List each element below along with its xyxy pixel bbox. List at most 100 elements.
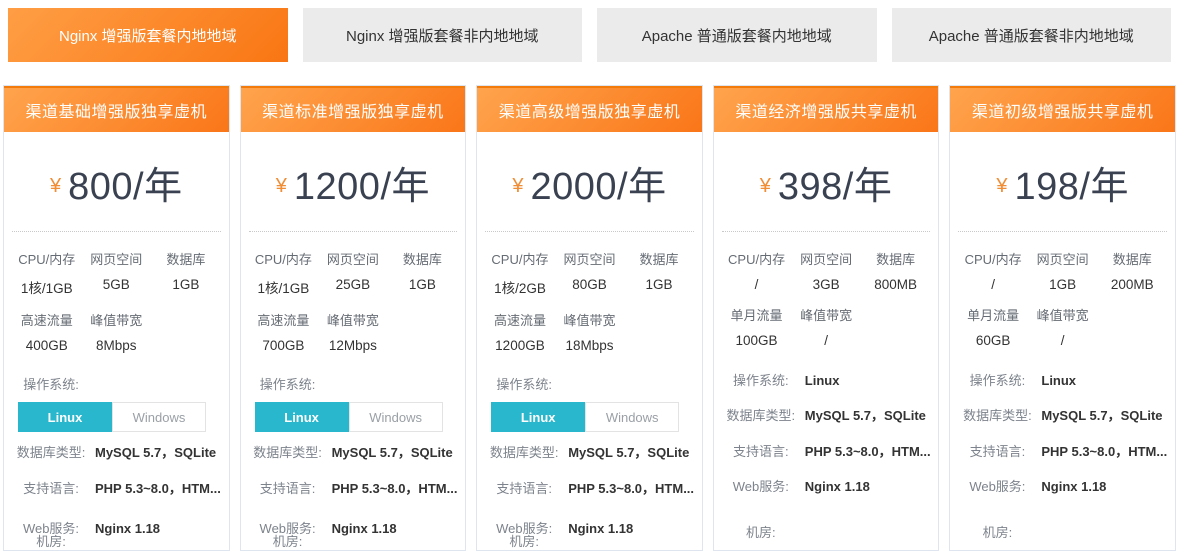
os-label: 操作系统: <box>969 373 1026 388</box>
spec-value: 1核/1GB <box>257 281 310 296</box>
detail-row-web-server: Web服务: Nginx 1.18 <box>958 478 1167 495</box>
detail-row-languages: 支持语言: PHP 5.3~8.0，HTM... <box>958 443 1167 460</box>
os-value: Linux <box>1041 373 1077 388</box>
currency-symbol: ¥ <box>512 175 524 197</box>
spec-label: 峰值带宽 <box>326 313 379 328</box>
currency-symbol: ¥ <box>275 175 287 197</box>
detail-label: 数据库类型: <box>726 408 796 423</box>
tab-apache-standard-mainland[interactable]: Apache 普通版套餐内地地域 <box>597 8 877 62</box>
spec-value: / <box>824 333 828 348</box>
detail-label: 机房: <box>272 534 303 549</box>
spec-grid: CPU/内存 / 网页空间 3GB 数据库 800MB 单月流量 100GB 峰值带宽 / <box>722 232 931 348</box>
detail-label: 数据库类型: <box>253 445 322 460</box>
detail-label: 机房: <box>982 525 1013 540</box>
os-option-windows[interactable]: Windows <box>348 402 443 432</box>
detail-row-datacenter: 机房: <box>722 524 931 541</box>
spec-label: 网页空间 <box>326 252 379 267</box>
spec-value: 12Mbps <box>328 338 377 353</box>
detail-row-datacenter: 机房: <box>958 524 1167 541</box>
detail-row-web-server: Web服务: Nginx 1.18 <box>485 520 694 537</box>
detail-label: 支持语言: <box>969 444 1026 459</box>
detail-value: Nginx 1.18 <box>568 521 634 536</box>
spec-label: CPU/内存 <box>18 252 76 267</box>
plan-title: 渠道经济增强版共享虚机 <box>713 86 939 132</box>
os-value: Linux <box>804 373 840 388</box>
spec-value: 25GB <box>335 277 371 292</box>
os-toggle: Linux Windows <box>491 402 680 432</box>
detail-value: MySQL 5.7，SQLite <box>804 408 926 423</box>
spec-value: 1GB <box>172 277 200 292</box>
os-option-windows[interactable]: Windows <box>112 402 206 432</box>
detail-label: Web服务: <box>969 479 1026 494</box>
detail-value: PHP 5.3~8.0，HTM... <box>804 444 931 459</box>
os-option-linux[interactable]: Linux <box>491 402 586 432</box>
detail-value: MySQL 5.7，SQLite <box>1041 408 1163 423</box>
detail-label: 机房: <box>745 525 776 540</box>
detail-row-languages: 支持语言: PHP 5.3~8.0，HTM... <box>485 480 694 497</box>
detail-row-database-type: 数据库类型: MySQL 5.7，SQLite <box>485 444 694 461</box>
detail-label: 机房: <box>36 534 66 549</box>
detail-label: Web服务: <box>496 521 553 536</box>
plan-price: ¥1200/年 <box>248 132 458 232</box>
os-option-linux[interactable]: Linux <box>254 402 349 432</box>
spec-value: 3GB <box>812 277 840 292</box>
detail-value: MySQL 5.7，SQLite <box>95 445 217 460</box>
detail-value: PHP 5.3~8.0，HTM... <box>568 481 694 496</box>
detail-label: Web服务: <box>259 521 316 536</box>
os-option-windows[interactable]: Windows <box>585 402 680 432</box>
os-toggle: Linux Windows <box>254 402 443 432</box>
spec-value: 1GB <box>1049 277 1077 292</box>
detail-row-os: 操作系统: Linux <box>722 372 931 389</box>
detail-value: MySQL 5.7，SQLite <box>331 445 453 460</box>
spec-label: 峰值带宽 <box>1036 308 1089 323</box>
price-value: 398/年 <box>777 166 893 208</box>
spec-label: 高速流量 <box>20 313 73 328</box>
spec-grid: CPU/内存 1核/1GB 网页空间 5GB 数据库 1GB 高速流量 400GB 峰值… <box>12 232 221 353</box>
tab-nginx-enhanced-non-mainland[interactable]: Nginx 增强版套餐非内地地域 <box>302 8 582 62</box>
spec-label: 网页空间 <box>90 252 143 267</box>
spec-label: CPU/内存 <box>491 252 549 267</box>
detail-row-database-type: 数据库类型: MySQL 5.7，SQLite <box>12 444 221 461</box>
plan-card-entry: 渠道初级增强版共享虚机 ¥198/年 CPU/内存 / 网页空间 1GB 数据库 20… <box>949 85 1176 551</box>
spec-label: 峰值带宽 <box>90 313 143 328</box>
detail-value: Nginx 1.18 <box>1041 479 1107 494</box>
tab-apache-standard-non-mainland[interactable]: Apache 普通版套餐非内地地域 <box>891 8 1171 62</box>
spec-label: 数据库 <box>402 252 442 267</box>
spec-value: 1GB <box>645 277 673 292</box>
spec-value: 5GB <box>102 277 130 292</box>
detail-value: Nginx 1.18 <box>331 521 397 536</box>
detail-label: Web服务: <box>732 479 789 494</box>
spec-label: 单月流量 <box>730 308 783 323</box>
plan-price: ¥198/年 <box>958 132 1167 232</box>
plan-title: 渠道基础增强版独享虚机 <box>4 86 229 132</box>
spec-value: / <box>991 277 996 292</box>
plan-title: 渠道初级增强版共享虚机 <box>950 86 1175 132</box>
os-option-linux[interactable]: Linux <box>18 402 112 432</box>
spec-value: 60GB <box>975 333 1011 348</box>
spec-label: 峰值带宽 <box>563 313 616 328</box>
detail-value: PHP 5.3~8.0，HTM... <box>95 481 221 496</box>
os-label: 操作系统: <box>496 377 552 392</box>
plan-card-advanced: 渠道高级增强版独享虚机 ¥2000/年 CPU/内存 1核/2GB 网页空间 80G… <box>476 85 703 551</box>
plan-title: 渠道高级增强版独享虚机 <box>477 86 702 132</box>
spec-value: 1核/2GB <box>494 281 546 296</box>
price-value: 1200/年 <box>293 166 430 208</box>
price-value: 198/年 <box>1014 166 1129 208</box>
plan-tabs: Nginx 增强版套餐内地地域 Nginx 增强版套餐非内地地域 Apache … <box>0 0 1179 62</box>
spec-label: CPU/内存 <box>964 252 1022 267</box>
detail-value: PHP 5.3~8.0，HTM... <box>1041 444 1167 459</box>
detail-label: 数据库类型: <box>489 445 559 460</box>
spec-value: 1200GB <box>495 338 545 353</box>
spec-value: 1GB <box>408 277 436 292</box>
detail-value: Nginx 1.18 <box>804 479 870 494</box>
spec-label: 数据库 <box>876 252 916 267</box>
spec-grid: CPU/内存 / 网页空间 1GB 数据库 200MB 单月流量 60GB 峰值带宽 / <box>958 232 1167 348</box>
spec-label: 网页空间 <box>800 252 853 267</box>
detail-row-web-server: Web服务: Nginx 1.18 <box>249 520 458 537</box>
spec-label: 单月流量 <box>967 308 1020 323</box>
spec-label: 峰值带宽 <box>800 308 853 323</box>
detail-row-database-type: 数据库类型: MySQL 5.7，SQLite <box>249 444 458 461</box>
currency-symbol: ¥ <box>50 175 62 197</box>
os-toggle: Linux Windows <box>18 402 206 432</box>
tab-nginx-enhanced-mainland[interactable]: Nginx 增强版套餐内地地域 <box>8 8 288 62</box>
